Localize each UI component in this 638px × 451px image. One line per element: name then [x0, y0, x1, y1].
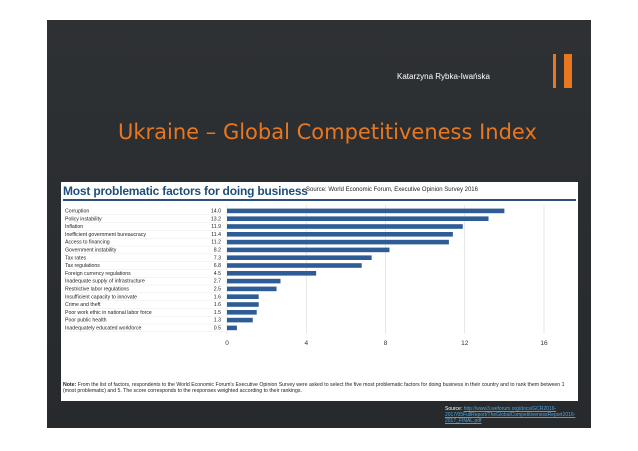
value-label: 7.3	[214, 255, 221, 261]
slide: Katarzyna Rybka-Iwańska Ukraine – Global…	[47, 20, 591, 428]
category-label: Inefficient government bureaucracy	[65, 232, 146, 238]
category-label: Tax rates	[65, 255, 86, 261]
category-label: Corruption	[65, 209, 89, 215]
bar	[227, 286, 277, 292]
chart-figure: Most problematic factors for doing busin…	[61, 182, 578, 401]
value-label: 11.4	[211, 232, 221, 238]
category-label: Access to financing	[65, 240, 110, 246]
value-label: 4.5	[214, 271, 221, 277]
category-label: Crime and theft	[65, 302, 101, 308]
x-tick-label: 16	[540, 340, 548, 347]
category-label: Tax regulations	[65, 263, 100, 269]
author-name: Katarzyna Rybka-Iwańska	[397, 72, 490, 81]
category-label: Restrictive labor regulations	[65, 287, 129, 293]
value-label: 13.2	[211, 216, 221, 222]
value-label: 2.5	[214, 287, 221, 293]
bar	[227, 216, 489, 221]
bar	[227, 271, 317, 276]
chart-title: Most problematic factors for doing busin…	[63, 184, 308, 198]
bar	[227, 317, 253, 323]
bar	[227, 263, 362, 268]
source-citation: Source: http://www3.weforum.org/docs/GCR…	[445, 406, 575, 424]
bar	[227, 224, 463, 229]
source-label: Source:	[445, 406, 463, 412]
category-label: Inadequate supply of infrastructure	[65, 279, 145, 285]
bar-chart: 0 4 8 12 16 Corruption 14.0 Policy instability 1…	[63, 205, 548, 347]
value-label: 2.7	[214, 279, 221, 285]
bar	[227, 239, 449, 245]
x-tick-label: 0	[225, 340, 229, 347]
value-label: 8.2	[214, 248, 221, 254]
bar	[227, 255, 372, 260]
note-label: Note:	[63, 382, 77, 388]
accent-bar-thin	[553, 54, 556, 88]
category-label: Poor work ethic in national labor force	[65, 310, 152, 316]
slide-title: Ukraine – Global Competitiveness Index	[118, 120, 537, 144]
category-label: Foreign currency regulations	[65, 271, 131, 277]
bar	[227, 325, 237, 331]
value-label: 6.8	[214, 263, 221, 269]
category-label: Insufficient capacity to innovate	[65, 294, 137, 300]
value-label: 11.9	[211, 224, 221, 230]
category-label: Government instability	[65, 248, 117, 254]
bar	[227, 247, 390, 253]
bar	[227, 278, 281, 284]
value-label: 1.3	[214, 318, 221, 324]
x-tick-label: 8	[384, 340, 388, 347]
value-label: 1.6	[214, 302, 221, 308]
bar	[227, 232, 453, 237]
bar	[227, 310, 257, 315]
note-text: From the list of factors, respondents to…	[63, 382, 565, 395]
x-tick-label: 12	[461, 340, 469, 347]
source-link[interactable]: http://www3.weforum.org/docs/GCR2016-201…	[445, 406, 576, 424]
bar	[227, 208, 505, 214]
chart-note: Note: From the list of factors, responde…	[63, 382, 575, 395]
title-rule	[63, 199, 576, 201]
value-label: 14.0	[211, 209, 221, 215]
accent-bar	[564, 54, 572, 88]
x-tick-label: 4	[304, 340, 308, 347]
value-label: 11.2	[211, 240, 221, 246]
bar	[227, 294, 259, 299]
chart-source: Source: World Economic Forum, Executive …	[306, 187, 478, 193]
category-label: Policy instability	[65, 216, 102, 222]
category-label: Poor public health	[65, 318, 107, 324]
value-label: 1.5	[214, 310, 221, 316]
category-label: Inadequately educated workforce	[65, 326, 142, 332]
category-label: Inflation	[65, 224, 83, 230]
value-label: 0.5	[214, 326, 221, 332]
value-label: 1.6	[214, 294, 221, 300]
bar	[227, 302, 259, 307]
